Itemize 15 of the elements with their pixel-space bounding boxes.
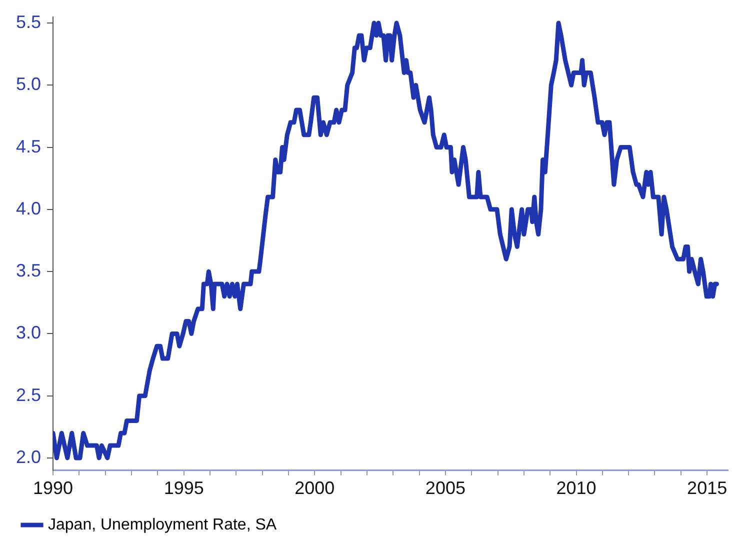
x-tick-label: 2015 [687,478,728,498]
x-tick-label: 2005 [425,478,466,498]
y-tick-label: 4.5 [16,136,42,156]
x-tick-label: 1995 [164,478,204,498]
y-tick-label: 3.5 [16,260,42,281]
y-tick-label: 4.0 [16,198,42,218]
y-tick-label: 5.5 [16,12,42,32]
y-tick-label: 5.0 [16,74,42,94]
legend-label: Japan, Unemployment Rate, SA [48,516,277,534]
y-tick-label: 2.5 [16,384,42,405]
x-tick-label: 2010 [556,478,596,498]
x-tick-label: 2000 [294,478,335,498]
x-tick-label: 1990 [33,478,74,498]
y-tick-label: 3.0 [16,322,42,343]
y-tick-label: 2.0 [16,446,42,467]
